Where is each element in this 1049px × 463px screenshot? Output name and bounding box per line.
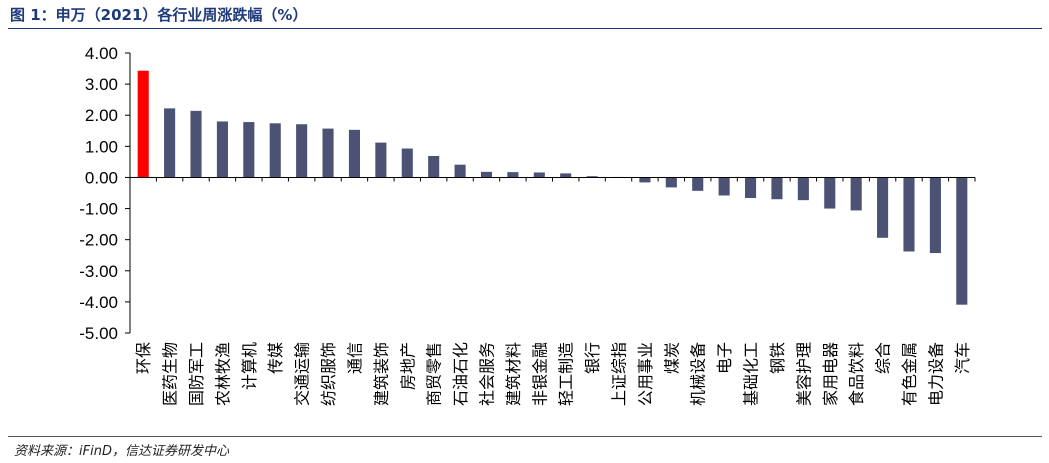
y-tick-label: 4.00: [85, 44, 118, 63]
bar-26: [797, 177, 809, 201]
bar-5: [243, 122, 255, 178]
x-tick-label: 房地产: [398, 342, 417, 390]
x-tick-label: 煤炭: [662, 342, 681, 374]
bar-2: [164, 108, 176, 178]
x-tick-label: 农林牧渔: [213, 342, 232, 406]
x-tick-label: 传媒: [266, 342, 285, 374]
x-tick-label: 机械设备: [689, 342, 708, 406]
y-tick-label: -1.00: [79, 200, 118, 219]
x-tick-label: 基础化工: [742, 342, 761, 406]
bar-15: [507, 172, 519, 178]
bar-8: [322, 128, 334, 178]
y-tick-label: 0.00: [85, 168, 118, 187]
bar-28: [850, 177, 862, 211]
bar-14: [480, 171, 493, 178]
x-tick-label: 美容护理: [794, 342, 813, 406]
bar-9: [348, 129, 360, 178]
y-tick-label: -4.00: [79, 293, 118, 312]
x-tick-label: 通信: [345, 342, 364, 374]
bar-24: [745, 177, 757, 198]
bar-21: [665, 177, 677, 188]
bar-17: [560, 173, 572, 178]
x-tick-label: 商贸零售: [425, 342, 444, 406]
x-tick-label: 环保: [134, 342, 153, 374]
bar-29: [877, 177, 889, 238]
x-tick-label: 钢铁: [768, 342, 787, 374]
bar-7: [296, 124, 308, 178]
bar-6: [269, 123, 281, 178]
x-tick-label: 有色金属: [900, 342, 919, 406]
bar-12: [428, 155, 440, 178]
bar-27: [824, 177, 836, 209]
source-divider: [8, 436, 1042, 437]
x-tick-label: 汽车: [953, 342, 972, 374]
source-note: 资料来源：iFinD，信达证券研发中心: [14, 444, 229, 459]
bar-11: [401, 148, 413, 178]
bar-30: [903, 177, 915, 252]
figure-title: 图 1：申万（2021）各行业周涨跌幅（%）: [10, 6, 308, 24]
x-tick-label: 公用事业: [636, 342, 655, 406]
x-tick-label: 交通运输: [293, 342, 312, 406]
x-tick-label: 银行: [583, 342, 602, 374]
y-tick-label: 3.00: [85, 75, 118, 94]
bar-3: [190, 110, 202, 178]
bar-32: [956, 177, 968, 305]
x-tick-label: 食品饮料: [847, 342, 866, 406]
x-tick-label: 电力设备: [926, 342, 945, 406]
x-tick-label: 轻工制造: [557, 342, 576, 406]
x-tick-label: 计算机: [240, 342, 259, 390]
x-tick-label: 医药生物: [161, 342, 180, 406]
x-tick-label: 石油石化: [451, 342, 470, 406]
y-tick-label: -3.00: [79, 262, 118, 281]
x-tick-label: 非银金融: [530, 342, 549, 406]
x-tick-label: 电子: [715, 342, 734, 374]
x-tick-label: 国防军工: [187, 342, 206, 406]
x-tick-label: 家用电器: [821, 342, 840, 406]
y-tick-label: 1.00: [85, 137, 118, 156]
bar-22: [692, 177, 704, 191]
x-tick-label: 上证综指: [610, 342, 629, 406]
x-tick-label: 建筑装饰: [372, 342, 391, 406]
bar-23: [718, 177, 730, 196]
x-tick-label: 社会服务: [477, 342, 496, 406]
bar-20: [639, 177, 651, 183]
bar-25: [771, 177, 783, 200]
bar-13: [454, 164, 466, 178]
y-tick-label: -2.00: [79, 231, 118, 250]
x-tick-label: 纺织服饰: [319, 342, 338, 406]
y-tick-label: 2.00: [85, 106, 118, 125]
title-divider: [8, 28, 1042, 29]
bar-10: [375, 142, 387, 178]
bar-18: [586, 176, 598, 178]
bar-31: [929, 177, 941, 254]
x-tick-label: 建筑材料: [504, 342, 523, 406]
bar-4: [216, 121, 228, 178]
x-tick-label: 综合: [874, 342, 893, 374]
bar-16: [533, 172, 545, 178]
bar-1: [137, 70, 149, 178]
y-tick-label: -5.00: [79, 324, 118, 343]
